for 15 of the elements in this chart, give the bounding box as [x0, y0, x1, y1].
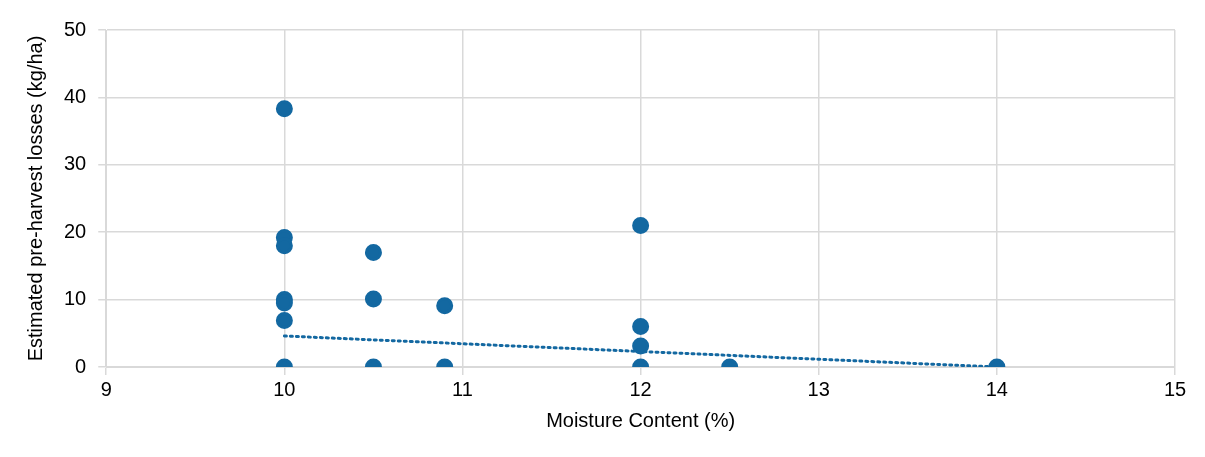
x-tick-label: 10	[273, 377, 296, 400]
y-tick-label: 50	[64, 17, 87, 40]
y-tick-label: 10	[64, 287, 87, 310]
y-axis-title: Estimated pre-harvest losses (kg/ha)	[23, 35, 46, 362]
y-tick-label: 40	[64, 84, 87, 107]
x-tick-label: 14	[985, 377, 1008, 400]
x-tick-label: 12	[629, 377, 652, 400]
y-tick-label: 0	[75, 354, 87, 377]
y-tick-label: 20	[64, 219, 87, 242]
x-tick-label: 11	[452, 377, 473, 400]
x-axis-title: Moisture Content (%)	[546, 408, 736, 431]
x-tick-label: 15	[1163, 377, 1187, 400]
y-tick-label: 30	[64, 152, 87, 175]
x-tick-label: 13	[807, 377, 830, 400]
x-tick-label: 9	[100, 377, 112, 400]
